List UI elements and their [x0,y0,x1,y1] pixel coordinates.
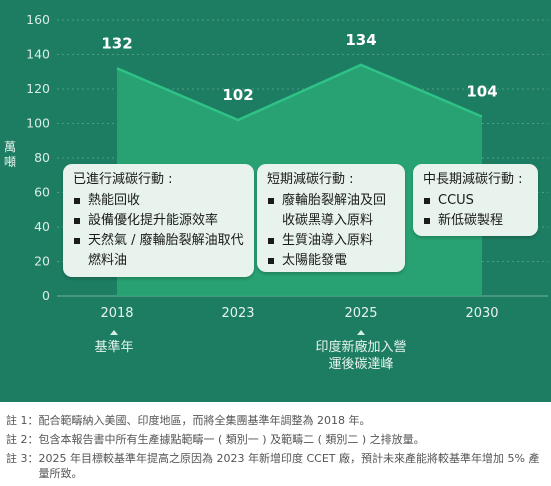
footnote-label: 註 1： [6,414,39,427]
action-item: 生質油導入原料 [267,231,395,251]
y-axis-label: 萬噸 [2,140,18,170]
y-axis-label-char: 萬 [3,140,16,154]
y-tick-label: 80 [34,150,50,165]
action-box-completed: 已進行減碳行動 : 熱能回收 設備優化提升能源效率 天然氣 / 廢輪胎裂解油取代… [63,164,254,277]
action-item-text: 天然氣 / 廢輪胎裂解油取代燃料油 [88,233,244,268]
footnote: 註 1： 配合範疇納入美國、印度地區，而將全集團基準年調整為 2018 年。 [6,413,546,428]
y-tick-label: 120 [26,81,50,96]
y-tick-label: 20 [34,254,50,269]
y-axis-label-char: 噸 [3,155,16,169]
footnote-text: 2025 年目標較基準年提高之原因為 2023 年新增印度 CCET 廠，預計未… [38,452,540,480]
up-arrow-icon [110,330,118,335]
footnote: 註 3： 2025 年目標較基準年提高之原因為 2023 年新增印度 CCET … [6,451,546,481]
y-tick-label: 60 [34,185,50,200]
y-tick-label: 40 [34,219,50,234]
action-item-text: 設備優化提升能源效率 [88,213,219,228]
x-tick-label: 2023 [221,306,254,321]
y-tick-label: 100 [26,116,50,131]
bullet-icon [74,238,80,244]
bullet-icon [74,218,80,224]
action-box-title: 中長期減碳行動 : [423,172,523,187]
bullet-icon [268,238,274,244]
data-label: 104 [466,83,497,101]
series-line [116,63,483,122]
peak-annotation: 印度新廠加入營運後碳達峰 [312,330,410,373]
data-label: 132 [101,34,132,52]
y-tick-label: 160 [26,12,50,27]
action-item-text: 太陽能發電 [282,253,348,268]
action-box-title: 已進行減碳行動 : [73,172,173,187]
x-tick-label: 2030 [465,306,498,321]
y-axis-label-text: 萬噸 [2,140,18,170]
data-label: 102 [222,86,253,104]
y-tick-label: 0 [42,288,50,303]
bullet-icon [268,258,274,264]
action-item: 熱能回收 [73,191,244,211]
footnote-label: 註 3： [6,452,39,465]
action-box-long-term: 中長期減碳行動 : CCUS 新低碳製程 [413,164,538,236]
footnote-text: 配合範疇納入美國、印度地區，而將全集團基準年調整為 2018 年。 [38,414,371,427]
action-box-title: 短期減碳行動 : [267,172,354,187]
action-item-text: 生質油導入原料 [282,233,374,248]
peak-annotation-text: 印度新廠加入營運後碳達峰 [315,340,407,372]
bullet-icon [268,198,274,204]
action-box-short-term: 短期減碳行動 : 廢輪胎裂解油及回收碳黑導入原料 生質油導入原料 太陽能發電 [257,164,405,272]
action-item-text: CCUS [438,193,474,208]
action-item: 太陽能發電 [267,251,395,271]
bullet-icon [424,198,430,204]
baseline-annotation: 基準年 [84,330,144,356]
data-label: 134 [345,31,376,49]
baseline-annotation-text: 基準年 [94,340,134,355]
bullet-icon [74,198,80,204]
action-item-text: 熱能回收 [88,193,141,208]
chart-panel: 0 20 40 60 80 100 120 140 160 2018 2023 2025 2030 13… [0,0,551,402]
footnote-text: 包含本報告書中所有生產據點範疇一 ( 類別一 ) 及範疇二 ( 類別二 ) 之排… [38,433,425,446]
footnote-label: 註 2： [6,433,39,446]
action-item-text: 廢輪胎裂解油及回收碳黑導入原料 [282,193,387,228]
bullet-icon [424,218,430,224]
footnote: 註 2： 包含本報告書中所有生產據點範疇一 ( 類別一 ) 及範疇二 ( 類別二… [6,432,546,447]
x-tick-label: 2018 [100,306,133,321]
footnotes: 註 1： 配合範疇納入美國、印度地區，而將全集團基準年調整為 2018 年。 註… [6,413,546,485]
action-item: 設備優化提升能源效率 [73,211,244,231]
action-item-text: 新低碳製程 [438,213,504,228]
action-item: CCUS [423,191,528,211]
up-arrow-icon [357,330,365,335]
action-item: 廢輪胎裂解油及回收碳黑導入原料 [267,191,395,231]
y-tick-label: 140 [26,47,50,62]
action-item: 新低碳製程 [423,211,528,231]
action-item: 天然氣 / 廢輪胎裂解油取代燃料油 [73,231,244,271]
x-tick-label: 2025 [344,306,377,321]
